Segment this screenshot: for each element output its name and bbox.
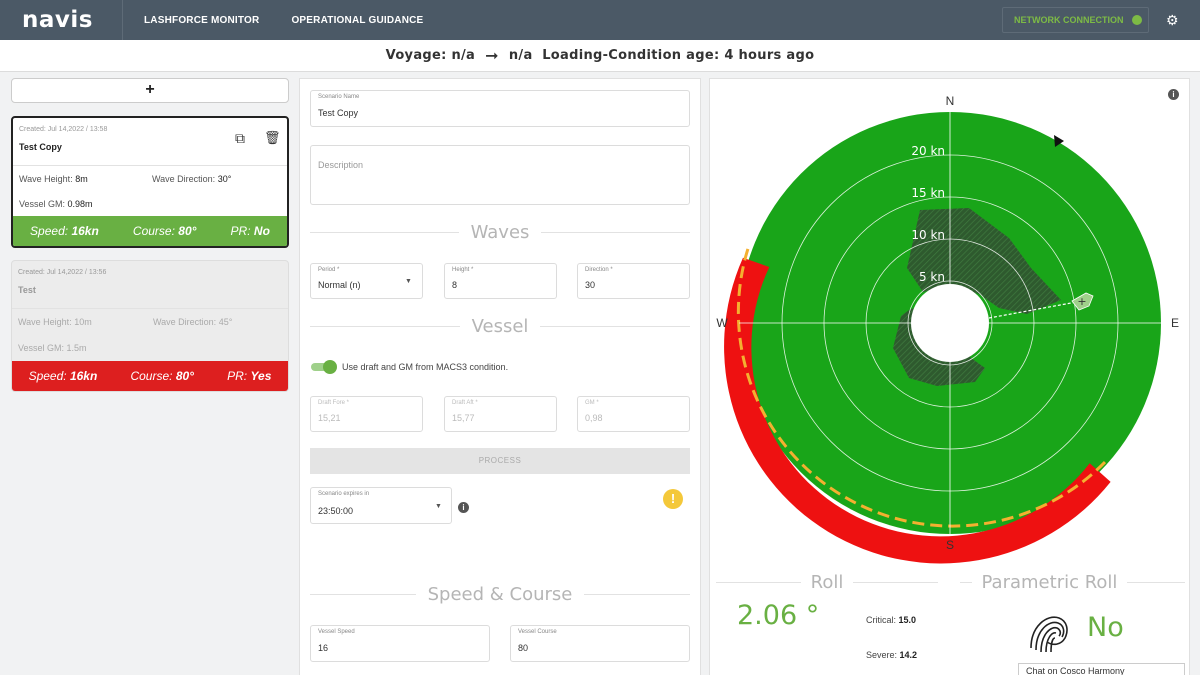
course-summary: Course: 80°	[130, 369, 194, 383]
caret-down-icon: ▼	[405, 278, 412, 285]
loading-condition-label: Loading-Condition age:	[542, 48, 720, 63]
svg-text:+: +	[1077, 295, 1086, 308]
pr-summary: PR: Yes	[227, 369, 272, 383]
severe-roll: Severe: 14.2	[866, 650, 918, 660]
wave-height: Wave Height: 10m	[18, 317, 92, 327]
vessel-course-field[interactable]: Vessel Course 80	[510, 625, 690, 662]
gear-icon[interactable]: ⚙	[1166, 12, 1179, 28]
nav-separator	[122, 0, 123, 40]
nav-link-operational-guidance[interactable]: OPERATIONAL GUIDANCE	[291, 14, 424, 26]
compass-west: W	[716, 316, 728, 330]
scenario-created: Created: Jul 14,2022 / 13:56	[18, 269, 107, 276]
pr-summary: PR: No	[230, 224, 270, 238]
voyage-bar: Voyage: n/a ➞ n/a Loading-Condition age:…	[0, 40, 1200, 72]
macs3-toggle[interactable]	[311, 360, 337, 374]
warning-icon[interactable]: !	[663, 489, 683, 509]
network-status-dot-icon	[1131, 15, 1142, 25]
scenario-expires-select[interactable]: Scenario expires in 23:50:00 ▼	[310, 487, 452, 524]
chat-widget[interactable]: Chat on Cosco Harmony	[1018, 663, 1185, 675]
loading-condition-age: 4 hours ago	[724, 48, 815, 63]
scenario-status-bar: Speed: 16kn Course: 80° PR: No	[13, 216, 287, 246]
restricted-area	[907, 208, 1061, 314]
ring-label: 15 kn	[911, 186, 945, 200]
roll-value: 2.06 °	[737, 600, 820, 631]
scenario-card[interactable]: Created: Jul 14,2022 / 13:56 Test Wave H…	[11, 260, 289, 392]
nav-link-lashforce-monitor[interactable]: LASHFORCE MONITOR	[144, 14, 260, 26]
wave-direction-arrow-icon	[1054, 135, 1064, 147]
scenario-name-field[interactable]: Scenario Name Test Copy	[310, 90, 690, 127]
caret-down-icon: ▼	[435, 503, 442, 510]
scenario-card[interactable]: Created: Jul 14,2022 / 13:58 Test Copy ⧉…	[11, 116, 289, 248]
scenario-name: Test	[18, 285, 36, 295]
gm-field: GM * 0,98	[577, 396, 690, 432]
compass-east: E	[1171, 316, 1179, 330]
vessel-marker-icon[interactable]	[1071, 292, 1094, 311]
wave-height: Wave Height: 8m	[19, 174, 88, 184]
vessel-gm: Vessel GM: 0.98m	[19, 199, 93, 209]
roll-section-header: Roll	[716, 572, 938, 593]
voyage-label: Voyage:	[385, 48, 447, 63]
parametric-roll-section-header: Parametric Roll	[960, 572, 1185, 593]
ring-label: 10 kn	[911, 228, 945, 242]
draft-aft-field: Draft Aft * 15,77	[444, 396, 557, 432]
parametric-roll-value: No	[1087, 612, 1124, 643]
ring-label: 5 kn	[919, 270, 945, 284]
height-field[interactable]: Height * 8	[444, 263, 557, 299]
scenario-status-bar: Speed: 16kn Course: 80° PR: Yes	[12, 361, 288, 391]
compass-north: N	[946, 94, 955, 108]
network-connection-status: NETWORK CONNECTION	[1002, 7, 1149, 33]
speed-course-section-header: Speed & Course	[310, 584, 690, 605]
polar-diagram: 5 kn 10 kn 15 kn 20 kn N E S W +	[716, 94, 1179, 564]
trash-icon[interactable]: 🗑	[264, 130, 281, 145]
navis-logo[interactable]: navis	[22, 7, 93, 33]
parametric-roll-icon	[1030, 616, 1068, 653]
speed-summary: Speed: 16kn	[30, 224, 99, 238]
scenario-created: Created: Jul 14,2022 / 13:58	[19, 126, 108, 133]
card-divider	[13, 165, 287, 166]
voyage-to: n/a	[508, 48, 533, 63]
network-connection-label: NETWORK CONNECTION	[1014, 15, 1124, 25]
vessel-gm: Vessel GM: 1.5m	[18, 343, 87, 353]
draft-fore-field: Draft Fore * 15,21	[310, 396, 423, 432]
vessel-section-header: Vessel	[310, 316, 691, 337]
arrow-right-icon: ➞	[485, 46, 499, 65]
ring-label: 20 kn	[911, 144, 945, 158]
course-vector	[988, 300, 1083, 319]
wave-direction: Wave Direction: 45°	[153, 317, 233, 327]
info-icon[interactable]: i	[1168, 89, 1179, 100]
waves-section-header: Waves	[310, 222, 690, 243]
copy-icon[interactable]: ⧉	[235, 130, 245, 146]
top-navigation: navis LASHFORCE MONITOR OPERATIONAL GUID…	[0, 0, 1200, 40]
description-field[interactable]: Description	[310, 145, 690, 205]
course-summary: Course: 80°	[132, 224, 197, 238]
direction-field[interactable]: Direction * 30	[577, 263, 690, 299]
add-scenario-button[interactable]: +	[11, 78, 289, 103]
process-button[interactable]: PROCESS	[310, 448, 690, 474]
compass-south: S	[946, 538, 954, 552]
period-select[interactable]: Period * Normal (n) ▼	[310, 263, 423, 299]
macs3-toggle-label: Use draft and GM from MACS3 condition.	[342, 362, 509, 372]
card-divider	[12, 308, 288, 309]
voyage-from: n/a	[451, 48, 476, 63]
speed-summary: Speed: 16kn	[28, 369, 98, 383]
critical-roll: Critical: 15.0	[866, 615, 917, 625]
vessel-speed-field[interactable]: Vessel Speed 16	[310, 625, 490, 662]
info-icon[interactable]: i	[458, 502, 469, 513]
scenario-name: Test Copy	[19, 142, 62, 152]
wave-direction: Wave Direction: 30°	[152, 174, 232, 184]
